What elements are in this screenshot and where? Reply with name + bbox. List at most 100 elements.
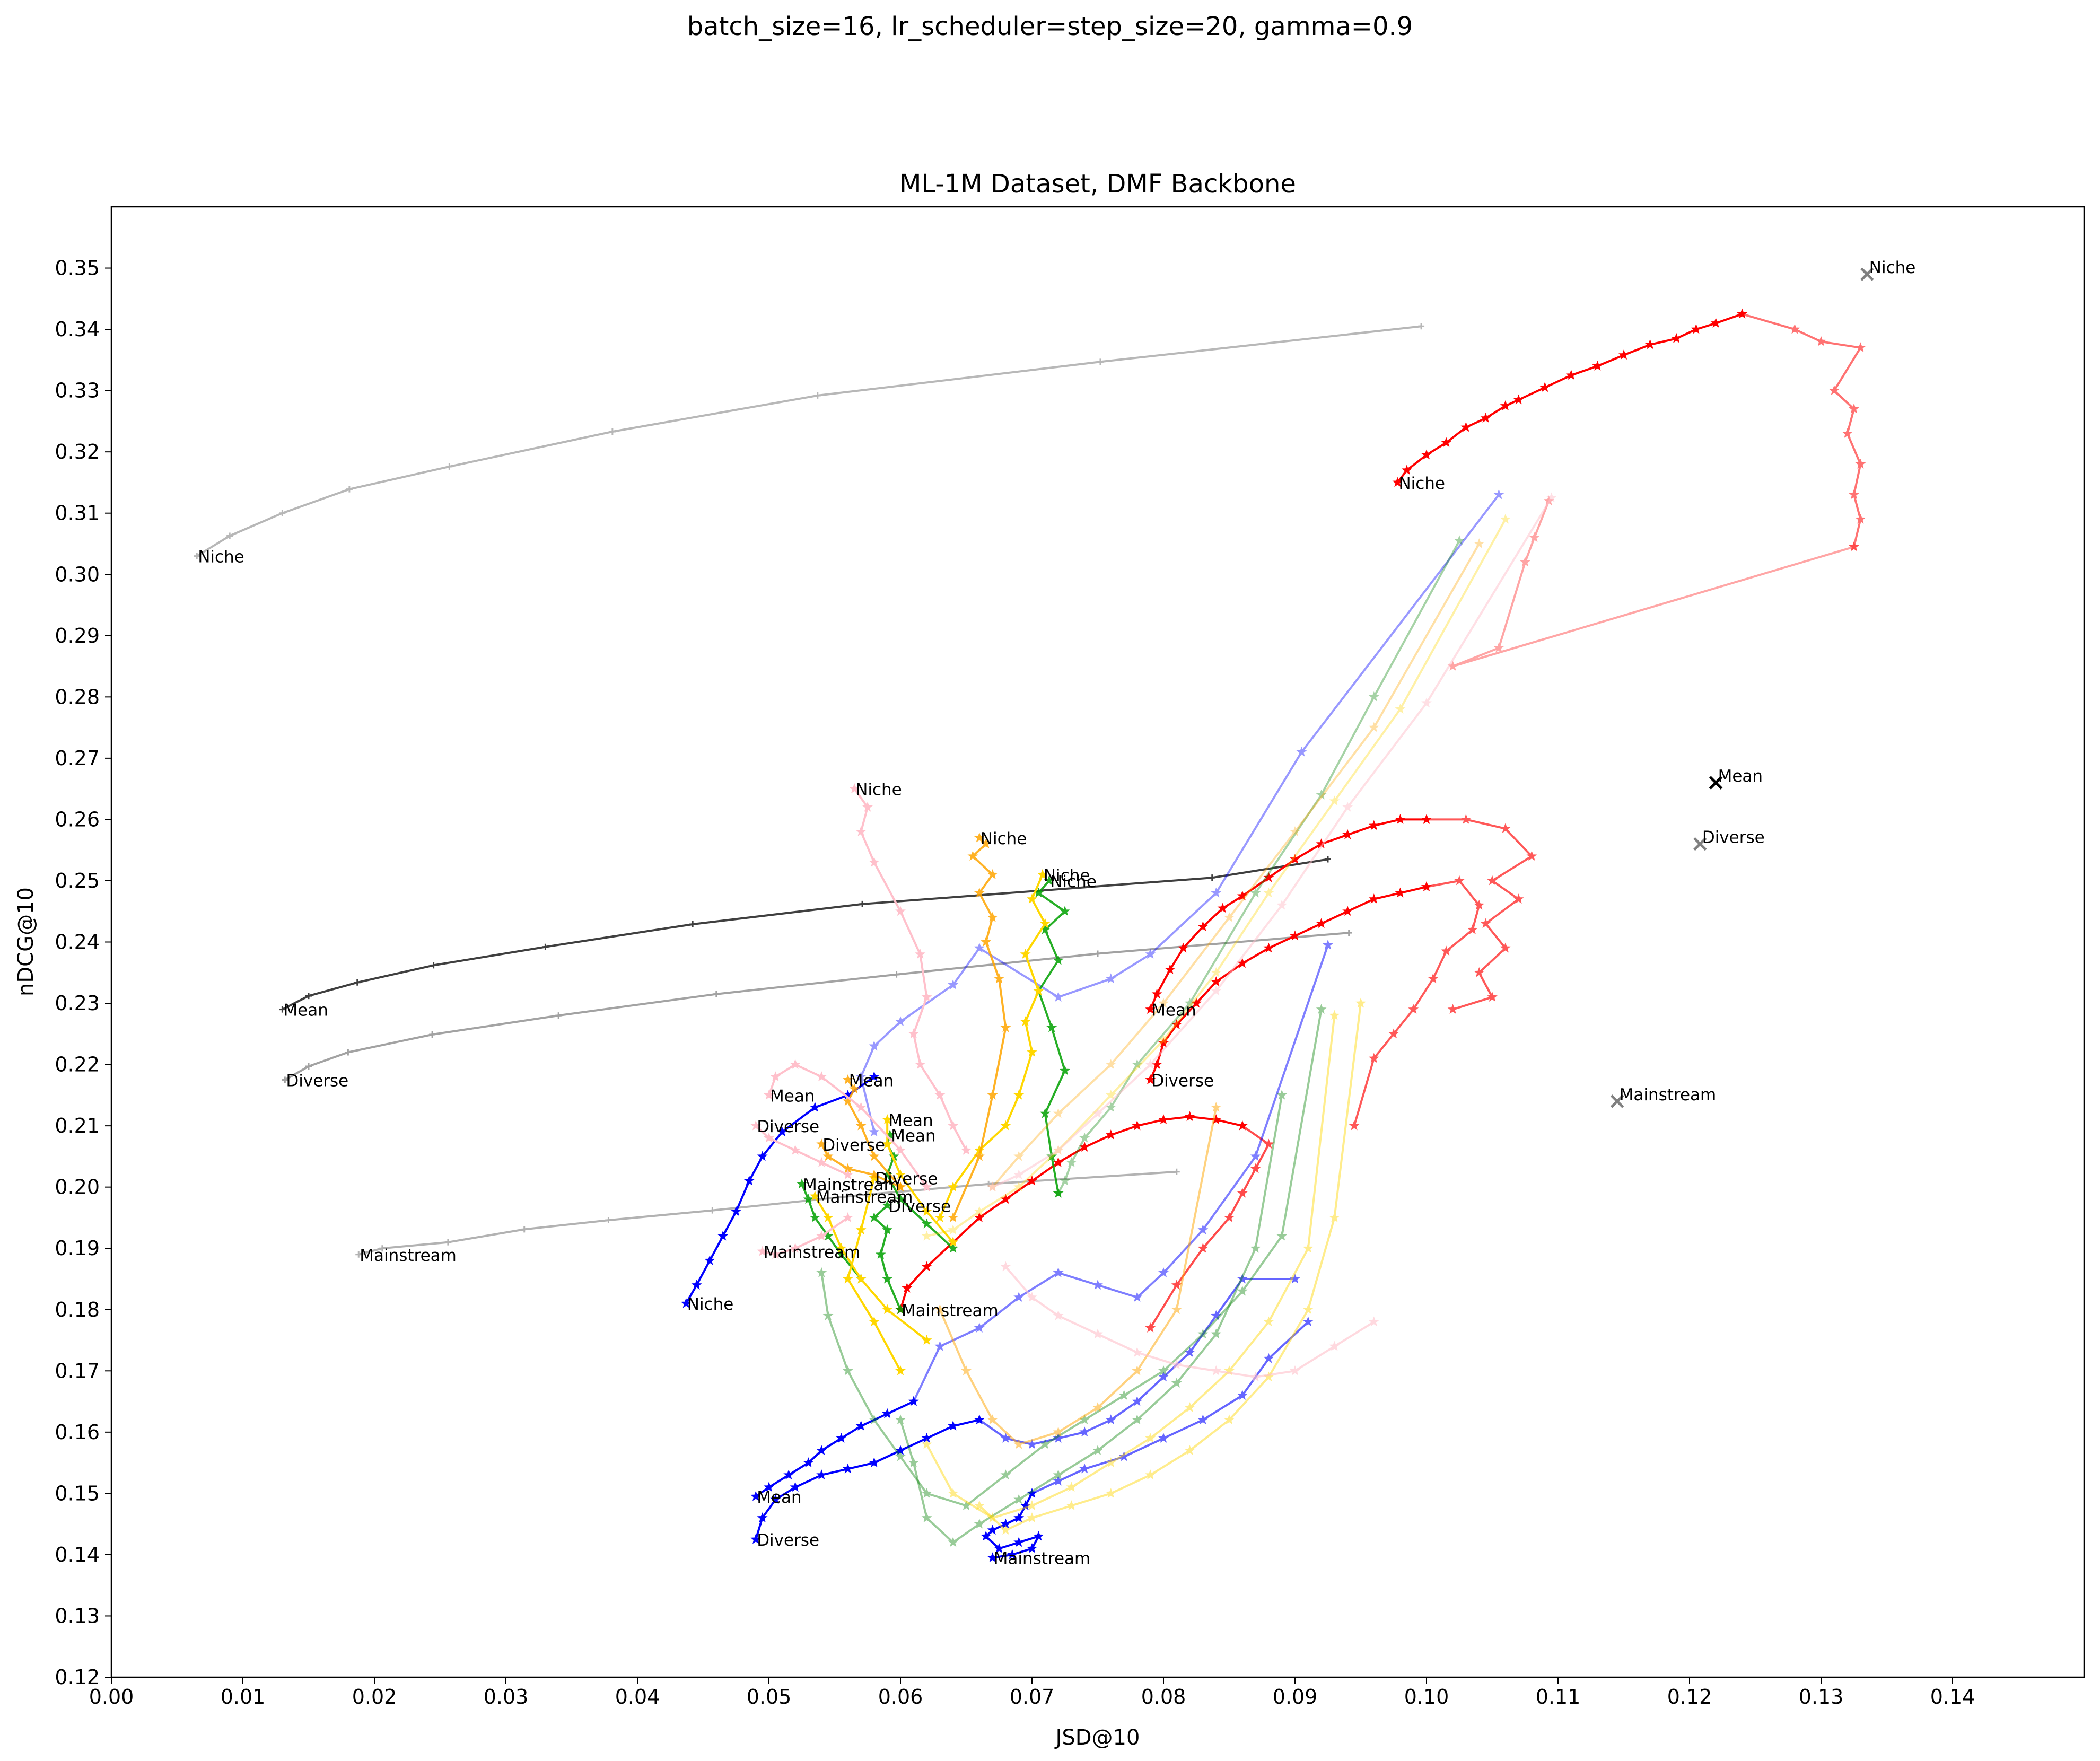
data-point [987,1552,998,1563]
data-point [921,1206,932,1216]
series-line [1742,313,1862,547]
data-point [1079,1426,1090,1437]
data-point [1053,1267,1064,1277]
data-point [882,1138,893,1149]
data-point [855,1071,867,1082]
data-point [1290,854,1300,864]
data-point [961,1365,972,1375]
series-end-label: Mean [757,1488,801,1507]
series-45 [1000,1261,1379,1382]
data-point [948,1212,959,1222]
series-end-label: Mainstream [902,1301,999,1320]
data-point [1027,1512,1037,1523]
series-line [912,944,1329,1402]
data-point [1392,477,1403,487]
data-point [1302,1304,1314,1315]
data-point [790,1242,801,1253]
data-point [974,1206,985,1216]
y-axis-label: nDCG@10 [14,887,38,996]
y-tick-label: 0.17 [55,1359,100,1382]
data-point [731,1206,741,1216]
data-point [1644,339,1656,349]
series-9 [1145,881,1432,1084]
x-tick-label: 0.05 [747,1685,792,1709]
data-point [1368,722,1379,732]
series-end-label: Diverse [757,1531,819,1550]
data-point [1171,1304,1182,1315]
series-19 [1027,1316,1314,1498]
data-point [1046,1151,1057,1161]
chart-title: ML-1M Dataset, DMF Backbone [899,169,1296,199]
data-point [1000,1261,1011,1272]
data-point [1132,1396,1143,1406]
reference-point-marker [1709,776,1723,790]
data-point [709,1207,716,1214]
data-point [816,1138,827,1149]
y-tick-label: 0.24 [55,931,100,954]
data-point [1467,924,1478,934]
data-point [1197,1328,1209,1339]
series-40 [987,492,1557,1192]
series-end-label: Mean [849,1071,894,1090]
series-end-label: Niche [1398,474,1445,493]
series-line [1149,818,1427,1010]
data-point [1033,1530,1044,1541]
data-point [908,1396,919,1406]
data-point [1237,890,1248,901]
data-point [1263,872,1274,882]
series-line [1149,1125,1270,1329]
data-point [948,1487,959,1498]
series-end-label: Niche [687,1295,734,1314]
data-point [987,1525,998,1535]
data-point [994,1543,1004,1553]
data-point [680,1298,692,1308]
series-line [196,325,1422,557]
data-point [1329,795,1340,806]
data-point [1211,985,1222,996]
data-point [1250,1163,1261,1173]
series-line [1451,500,1854,668]
data-point [1737,308,1748,319]
data-point [1184,1445,1195,1455]
data-point [1066,1482,1077,1492]
data-point [994,973,1004,984]
data-point [836,1432,847,1443]
series-end-label: Mainstream [816,1188,913,1207]
data-point [921,992,932,1002]
data-point [1158,1114,1169,1125]
data-point [689,921,696,927]
data-point [1290,826,1300,836]
data-point [1263,1316,1274,1327]
data-point [1211,967,1222,977]
data-point [1828,385,1840,396]
data-point [1158,997,1169,1008]
data-point [1395,703,1406,714]
series-end-label: Niche [1050,872,1097,891]
data-point [1421,449,1432,460]
data-point [783,1469,794,1480]
data-point [354,979,361,986]
data-point [974,1151,985,1161]
data-point [1013,1151,1025,1161]
data-point [1079,1142,1090,1152]
series-32 [809,1190,932,1345]
y-tick-label: 0.14 [55,1543,100,1566]
data-point [1237,1285,1248,1296]
data-point [1105,1129,1116,1140]
data-point [1395,813,1406,824]
data-point [895,906,906,916]
data-point [1118,1390,1130,1400]
data-point [1027,1487,1037,1498]
data-point [790,1482,801,1492]
y-tick-label: 0.32 [55,440,100,463]
data-point [1480,413,1491,423]
data-point [1092,1280,1103,1290]
x-axis: 0.00 0.01 0.02 0.03 0.04 0.05 0.06 0.07 0.08 0.09… [89,1677,1975,1709]
data-point [1105,1089,1116,1100]
data-point [1145,1074,1156,1084]
data-point [948,1224,959,1234]
data-point [1132,1292,1143,1302]
data-point [1250,1151,1261,1161]
data-point [750,1491,762,1501]
data-point [882,1304,893,1315]
